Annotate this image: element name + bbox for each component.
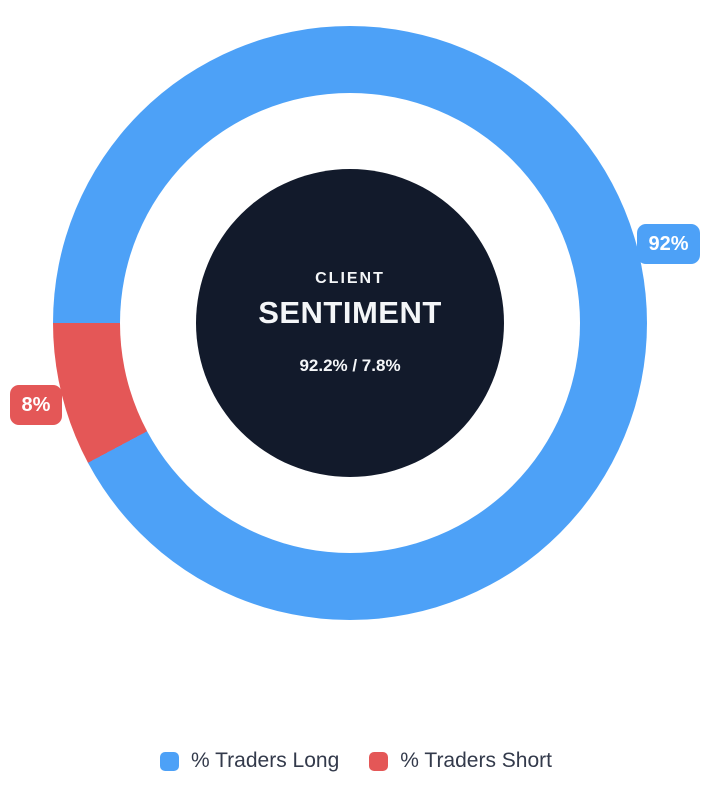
chart-legend: % Traders Long % Traders Short xyxy=(0,749,712,773)
short-percentage-badge[interactable]: 8% xyxy=(10,385,62,425)
legend-item-short[interactable]: % Traders Short xyxy=(369,749,552,773)
center-label-values: 92.2% / 7.8% xyxy=(299,356,401,375)
legend-item-long[interactable]: % Traders Long xyxy=(160,749,339,773)
long-swatch-icon xyxy=(160,751,179,771)
center-label-client: CLIENT xyxy=(315,270,385,287)
long-percentage-badge[interactable]: 92% xyxy=(637,224,700,264)
center-label-sentiment: SENTIMENT xyxy=(258,295,442,330)
center-disc: CLIENT SENTIMENT 92.2% / 7.8% xyxy=(196,169,504,477)
short-swatch-icon xyxy=(369,751,389,771)
legend-label-long: % Traders Long xyxy=(191,749,340,772)
legend-label-short: % Traders Short xyxy=(400,749,552,772)
